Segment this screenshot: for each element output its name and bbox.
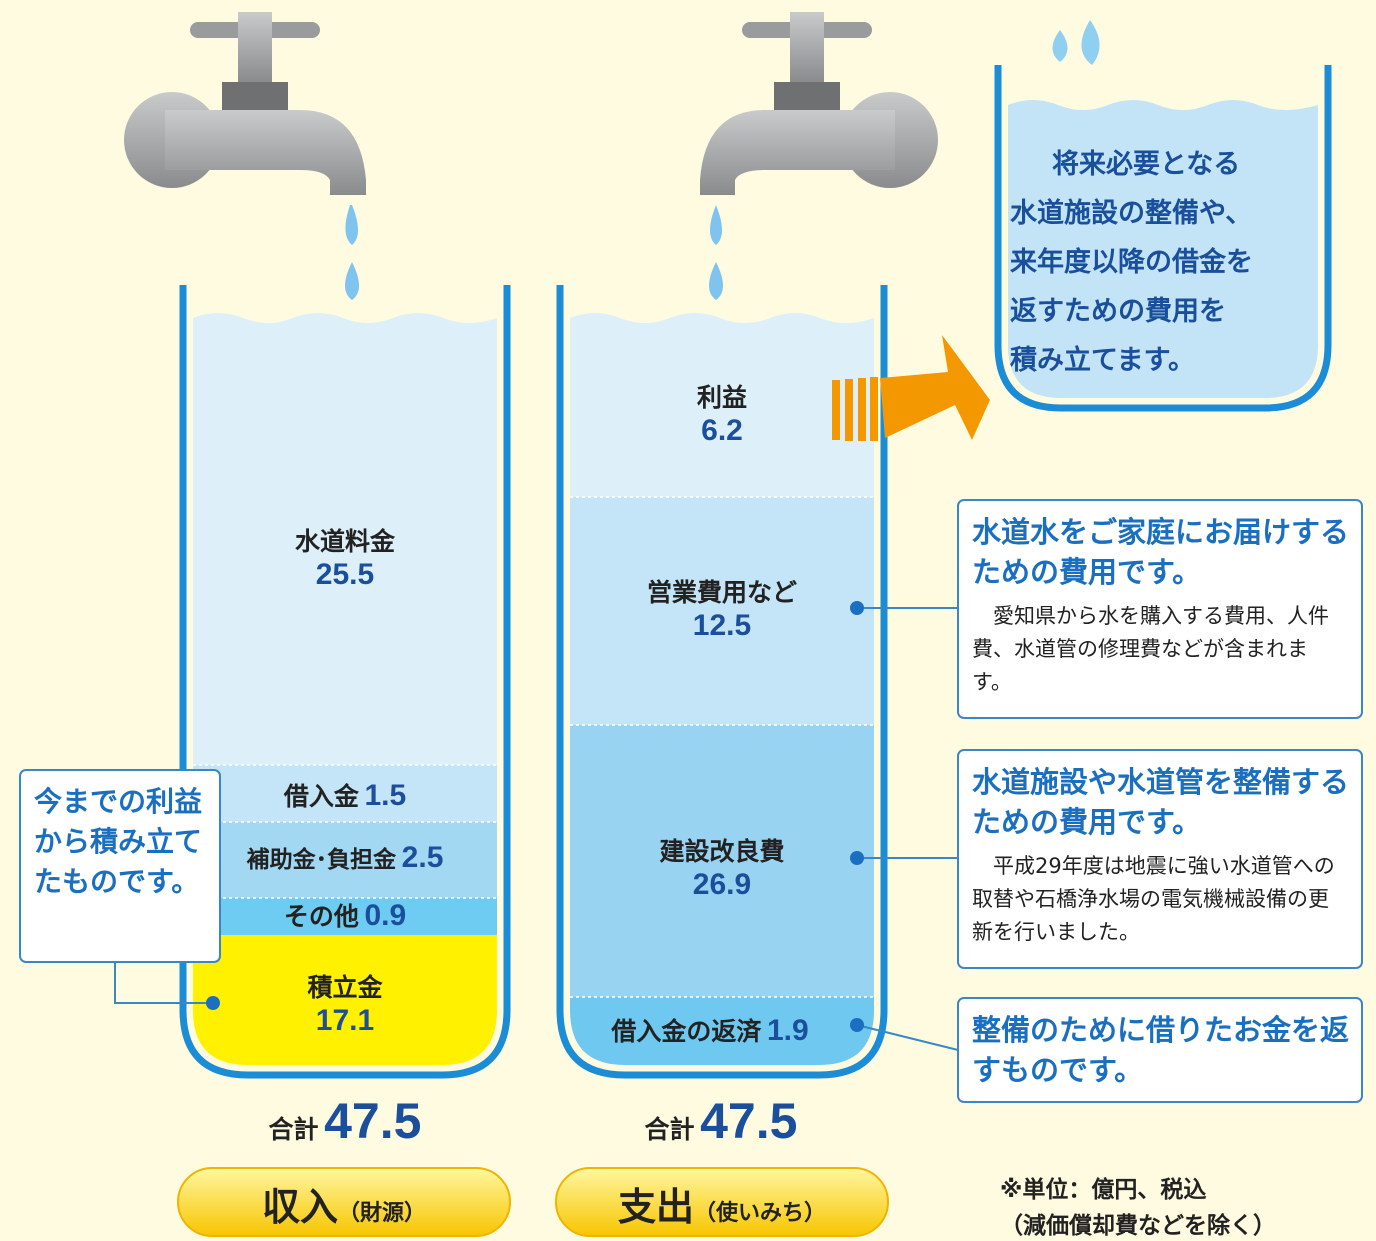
- label: その他: [283, 902, 359, 931]
- value: 2.5: [401, 841, 444, 874]
- value: 26.9: [692, 868, 752, 901]
- income-tank: [179, 285, 511, 1079]
- segment: その他 0.9: [193, 897, 497, 933]
- line: 水道施設の整備や、: [1010, 198, 1253, 229]
- label: 収入: [261, 1185, 338, 1229]
- income-note: 今までの利益から積み立てたものです。: [34, 785, 203, 898]
- segment: 水道料金 25.5: [193, 522, 497, 592]
- segment: 建設改良費 26.9: [570, 832, 874, 902]
- value: 17.1: [315, 1004, 375, 1037]
- income-button: 収入（財源）: [178, 1176, 510, 1231]
- label: 支出: [617, 1185, 694, 1229]
- line: 将来必要となる: [1052, 149, 1241, 180]
- value: 47.5: [324, 1093, 422, 1149]
- value: 6.2: [701, 414, 743, 447]
- callout-title: 整備のために借りたお金を返すものです。: [972, 1013, 1350, 1087]
- segment: 借入金 1.5: [193, 777, 497, 813]
- segment: 借入金の返済 1.9: [570, 1012, 850, 1048]
- segment: 補助金･負担金 2.5: [193, 840, 497, 875]
- label: 補助金･負担金: [246, 847, 397, 873]
- label: 借入金: [283, 782, 359, 811]
- sublabel: （財源）: [338, 1201, 427, 1226]
- line: ※単位：億円、税込: [1000, 1177, 1207, 1203]
- expense-button-bg: [555, 1167, 889, 1237]
- expense-total: 合計 47.5: [556, 1092, 886, 1150]
- callout-body: 平成29年度は地震に強い水道管への取替や石橋浄水場の電気機械設備の更新を行いまし…: [972, 854, 1335, 944]
- value: 1.9: [766, 1014, 809, 1047]
- segment: 積立金 17.1: [193, 968, 497, 1038]
- footnote: ※単位：億円、税込 （減価償却費などを除く）: [1000, 1172, 1370, 1241]
- label: 利益: [696, 383, 747, 412]
- label: 建設改良費: [659, 837, 785, 866]
- label: 水道料金: [294, 527, 395, 556]
- value: 0.9: [364, 899, 407, 932]
- label: 積立金: [307, 973, 383, 1002]
- income-total: 合計 47.5: [180, 1092, 510, 1150]
- value: 47.5: [700, 1093, 798, 1149]
- value: 12.5: [692, 609, 752, 642]
- line: 来年度以降の借金を: [1010, 247, 1253, 278]
- faucet-left: [124, 12, 366, 300]
- sublabel: （使いみち）: [694, 1201, 827, 1226]
- line: 返すための費用を: [1010, 296, 1226, 327]
- label: 合計: [268, 1115, 319, 1144]
- income-button-bg: [177, 1167, 511, 1237]
- segment: 営業費用など 12.5: [570, 573, 874, 643]
- callout-body: 愛知県から水を購入する費用、人件費、水道管の修理費などが含まれます。: [972, 604, 1329, 694]
- label: 借入金の返済: [611, 1017, 762, 1046]
- callout-boxes: [19, 499, 1363, 1103]
- connectors: [114, 607, 959, 1051]
- dots: [206, 601, 864, 1032]
- reserve-tank: [994, 20, 1332, 412]
- faucet-right: [700, 12, 938, 300]
- line: 積み立てます。: [1010, 345, 1195, 376]
- expense-tank: [556, 285, 888, 1079]
- value: 25.5: [315, 558, 375, 591]
- segment: 利益 6.2: [570, 378, 874, 448]
- label: 営業費用など: [646, 578, 797, 607]
- label: 合計: [644, 1115, 695, 1144]
- value: 1.5: [364, 779, 407, 812]
- callout-title: 水道施設や水道管を整備するための費用です。: [972, 765, 1350, 839]
- arrow: [832, 335, 990, 441]
- expense-button: 支出（使いみち）: [556, 1176, 888, 1231]
- callout-title: 水道水をご家庭にお届けするための費用です。: [972, 515, 1350, 589]
- reserve-note: 将来必要となる 水道施設の整備や、 来年度以降の借金を 返すための費用を 積み立…: [1010, 140, 1310, 385]
- line: （減価償却費などを除く）: [1000, 1213, 1276, 1239]
